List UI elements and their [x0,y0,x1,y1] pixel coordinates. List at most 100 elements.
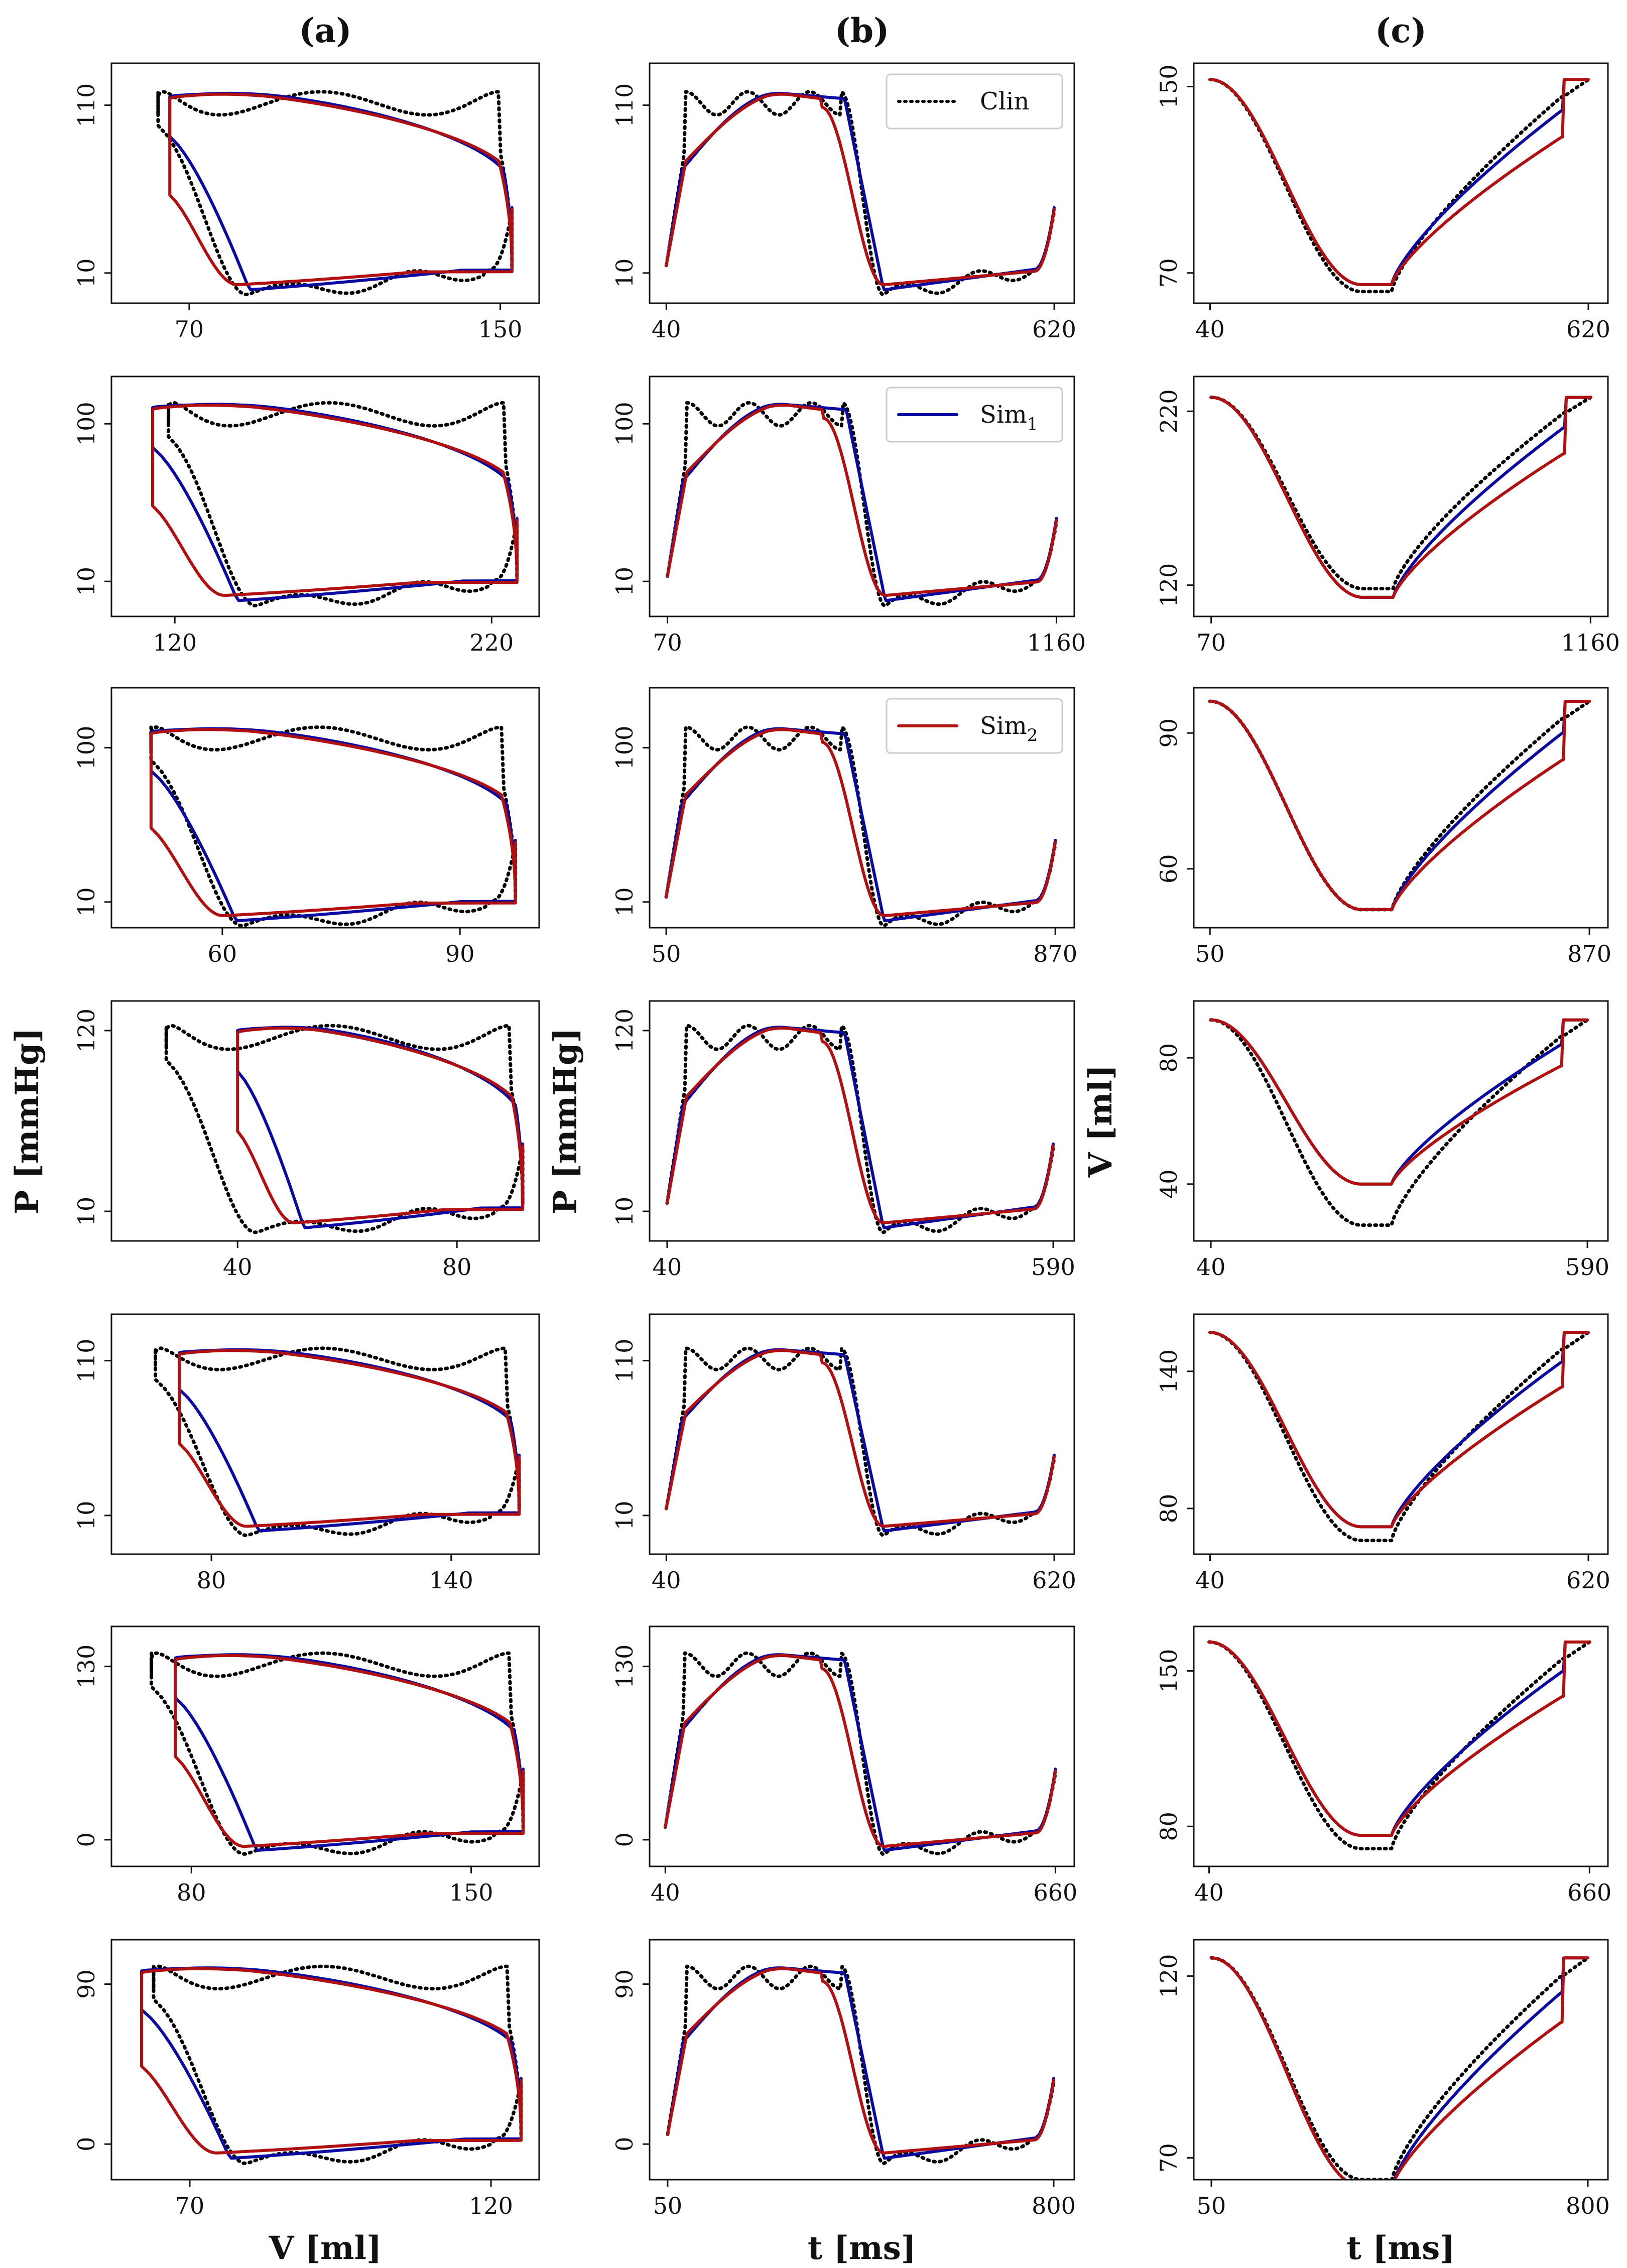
plot-frame [110,62,540,304]
panel-r0-c1: 40 620 10 110 [611,62,1076,343]
panel-r1-c0: 120 220 10 100 [73,375,540,656]
series-group [1209,1956,1590,2180]
clin-line [1208,1330,1590,1543]
series-group [665,1024,1055,1234]
y-tick-label: 110 [73,1339,100,1383]
clin-line [666,1964,1056,2165]
x-tick-label: 870 [1567,940,1611,967]
sim1-line [1207,1641,1591,1837]
x-tick-label: 590 [1031,1253,1075,1281]
sim1-line [140,1966,523,2160]
sim2-line [665,1349,1056,1528]
sim2-line [1209,1018,1589,1186]
panel-r5-c0: 80 150 0 130 [73,1625,540,1906]
x-axis-label: t [ms] [808,2229,916,2267]
y-tick-label: 140 [1155,1349,1182,1394]
x-tick-label: 620 [1566,1567,1610,1594]
y-tick-label: 10 [73,888,100,917]
sim1-line [1209,396,1592,599]
sim1-line [1209,1018,1589,1186]
y-tick-label: 120 [1155,563,1182,607]
y-tick-label: 70 [1155,2143,1182,2173]
y-tick-label: 10 [611,888,638,917]
clin-line [156,90,514,297]
panel-r2-c2: 50 870 60 90 [1155,687,1611,967]
x-tick-label: 140 [429,1567,473,1594]
series-group [1209,1018,1589,1227]
clin-line [664,90,1056,297]
plot-frame [1193,687,1609,929]
clin-line [149,725,518,928]
sim1-line [1208,78,1590,286]
x-tick-label: 120 [469,2192,513,2219]
clin-line [666,401,1058,607]
plot-frame [649,62,1075,304]
clin-line [1209,1956,1590,2180]
series-group [666,401,1058,607]
series-group [1208,1330,1590,1543]
panel-r6-c0: 70 120 0 90 [73,1939,540,2219]
column-label-volume: (c) [1375,11,1427,50]
y-tick-label: 120 [73,1009,100,1053]
clin-line [1208,78,1590,294]
plot-frame [649,375,1075,617]
x-tick-label: 70 [175,316,204,343]
sim2-line [149,728,517,917]
plot-frame [649,1625,1075,1867]
sim1-line [151,403,519,602]
y-tick-label: 130 [611,1645,638,1689]
plot-frame [110,375,540,617]
clin-line [167,401,519,607]
panel-r1-c2: 70 1160 120 220 [1155,375,1620,656]
y-tick-label: 0 [73,2137,100,2152]
y-tick-label: 40 [1155,1170,1182,1199]
sim2-line [666,1967,1055,2155]
x-tick-label: 800 [1566,2192,1610,2219]
legend-sim2: Sim2 [886,698,1063,754]
sim2-line [1210,1956,1589,2180]
panel-r4-c0: 80 140 10 110 [73,1313,540,1594]
y-tick-label: 120 [1155,1954,1182,1998]
x-tick-label: 1160 [1561,629,1620,656]
y-tick-label: 10 [73,259,100,288]
x-tick-label: 40 [223,1253,253,1281]
legend-box [886,387,1063,443]
legend-label: Clin [980,87,1029,115]
sim2-line [140,1967,523,2155]
clin-line [1209,1018,1589,1227]
plot-frame [110,1939,540,2181]
y-tick-label: 110 [611,83,638,128]
y-tick-label: 60 [1155,854,1182,884]
x-tick-label: 70 [175,2192,205,2219]
x-tick-label: 40 [1194,1879,1224,1906]
plot-frame [1193,1625,1609,1867]
legend-box [886,698,1063,754]
sim2-line [666,404,1058,597]
sim1-line [174,1653,525,1852]
legend-box [886,73,1063,130]
panel-r2-c1: 50 870 10 100 [611,687,1077,967]
clin-line [1208,699,1591,912]
x-tick-label: 80 [197,1567,226,1594]
x-tick-label: 40 [653,1253,682,1281]
sim2-line [236,1027,525,1224]
x-tick-label: 40 [1195,1567,1225,1594]
x-tick-label: 50 [1197,2192,1226,2219]
series-group [663,1651,1057,1856]
y-tick-label: 110 [611,1339,638,1383]
series-group [1208,699,1591,912]
y-tick-label: 100 [73,726,100,770]
x-tick-label: 40 [1196,1253,1226,1281]
y-tick-label: 100 [611,726,638,770]
y-tick-label: 0 [611,1832,638,1847]
y-tick-label: 90 [611,1969,638,1999]
series-group [1207,1640,1591,1851]
y-tick-label: 90 [73,1969,100,1999]
x-tick-label: 660 [1033,1879,1077,1906]
x-tick-label: 120 [153,629,197,656]
y-tick-label: 150 [1155,65,1182,109]
x-tick-label: 50 [652,940,681,967]
sim2-line [1209,396,1592,599]
x-tick-label: 620 [1566,316,1610,343]
